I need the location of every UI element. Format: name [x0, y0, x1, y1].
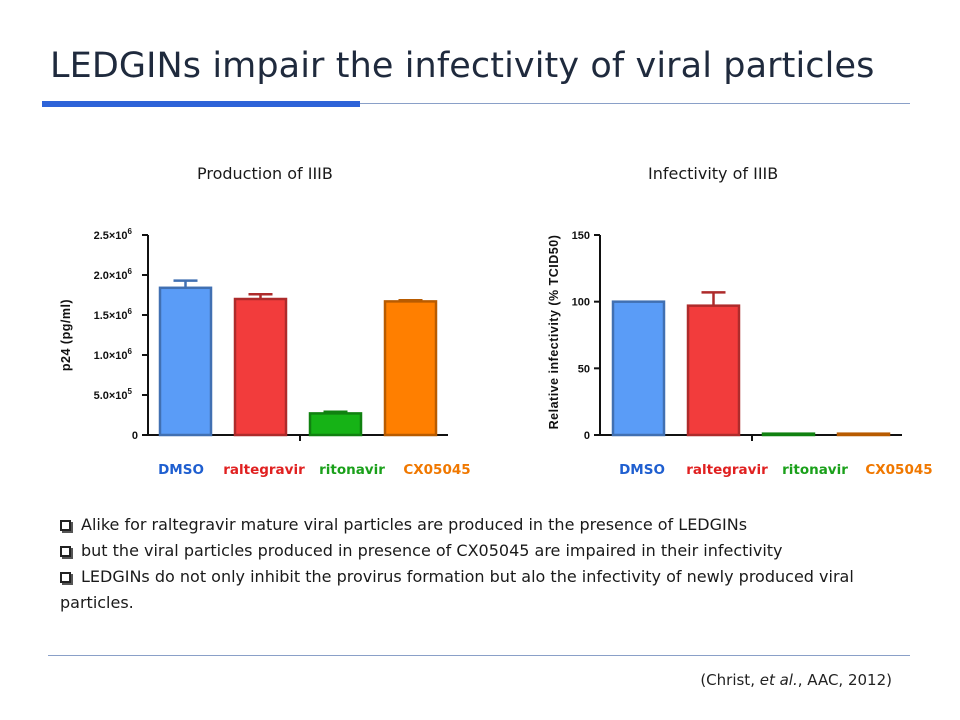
citation-end: , AAC, 2012) — [797, 671, 892, 689]
y-tick-label: 0 — [584, 430, 590, 442]
bullet-text: but the viral particles produced in pres… — [81, 541, 783, 560]
bar-ritonavir — [308, 412, 363, 437]
y-tick-label: 100 — [572, 297, 590, 309]
checkbox-bullet-icon — [60, 572, 71, 583]
title-accent-bar — [42, 101, 360, 107]
checkbox-bullet-icon — [60, 546, 71, 557]
chart-title-production: Production of IIIB — [197, 164, 333, 183]
bar-cx05045 — [836, 432, 891, 437]
bar-ritonavir — [761, 432, 816, 437]
y-axis-label: p24 (pg/ml) — [59, 299, 73, 371]
citation-emphasis: et al. — [759, 671, 798, 689]
y-tick-label: 2.0×106 — [94, 267, 133, 282]
category-label-dmso: DMSO — [619, 462, 665, 478]
y-tick-label: 50 — [578, 363, 590, 375]
checkbox-bullet-icon — [60, 520, 71, 531]
y-axis-label: Relative infectivity (% TCID50) — [547, 235, 561, 430]
bar-raltegravir — [686, 304, 741, 437]
bar-cx05045 — [383, 300, 438, 437]
chart-title-infectivity: Infectivity of IIIB — [648, 164, 779, 183]
bar-dmso — [611, 300, 666, 437]
y-tick-label: 150 — [572, 230, 590, 242]
bullet-text: LEDGINs do not only inhibit the provirus… — [60, 567, 854, 612]
y-tick-label: 5.0×105 — [94, 387, 133, 402]
y-tick-label: 1.5×106 — [94, 307, 133, 322]
y-tick-label: 1.0×106 — [94, 347, 133, 362]
category-label-ritonavir: ritonavir — [782, 462, 848, 478]
bullet-item: but the viral particles produced in pres… — [60, 538, 930, 564]
slide-title: LEDGINs impair the infectivity of viral … — [50, 46, 875, 86]
citation-start: (Christ, — [700, 671, 760, 689]
category-label-raltegravir: raltegravir — [686, 462, 768, 478]
bullet-item: LEDGINs do not only inhibit the provirus… — [60, 564, 930, 616]
title-divider — [48, 103, 910, 104]
footer-divider — [48, 655, 910, 656]
category-label-raltegravir: raltegravir — [223, 462, 305, 478]
bullet-item: Alike for raltegravir mature viral parti… — [60, 512, 930, 538]
bar-raltegravir — [233, 297, 288, 437]
y-tick-label: 0 — [132, 430, 138, 442]
y-tick-label: 2.5×106 — [94, 227, 133, 242]
citation: (Christ, et al., AAC, 2012) — [700, 671, 892, 689]
bar-dmso — [158, 286, 213, 437]
category-label-cx05045: CX05045 — [865, 462, 932, 478]
category-label-dmso: DMSO — [158, 462, 204, 478]
category-label-cx05045: CX05045 — [403, 462, 470, 478]
bullet-list: Alike for raltegravir mature viral parti… — [60, 512, 930, 616]
category-label-ritonavir: ritonavir — [319, 462, 385, 478]
bullet-text: Alike for raltegravir mature viral parti… — [81, 515, 748, 534]
